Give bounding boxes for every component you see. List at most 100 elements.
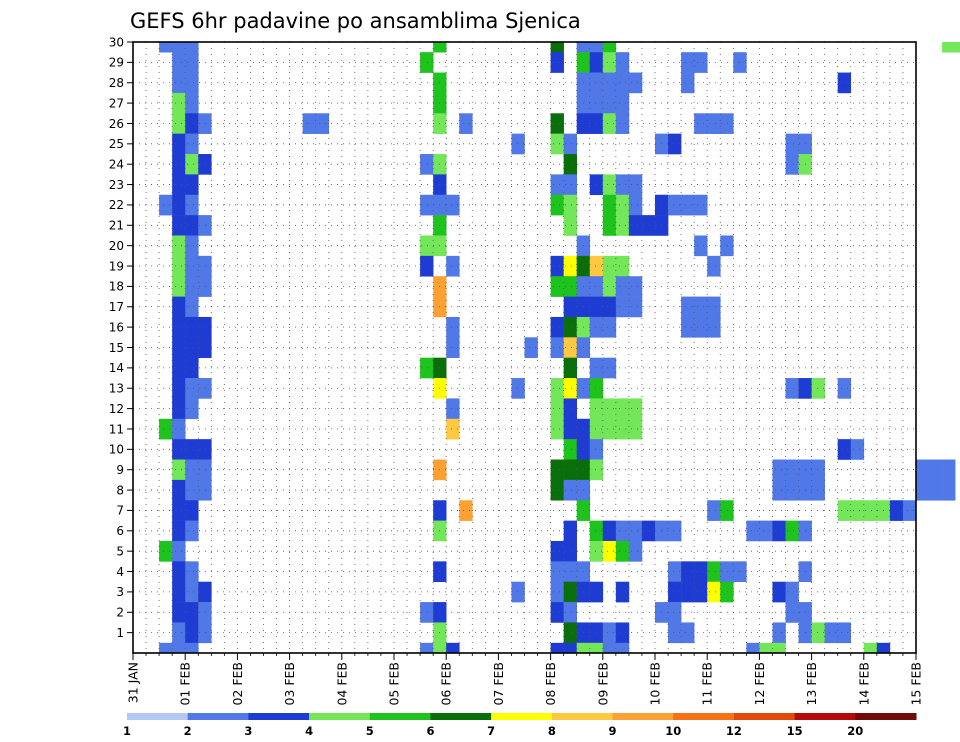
heatmap-cell: [159, 642, 173, 654]
heatmap-cell: [172, 561, 186, 583]
heatmap-cell: [602, 194, 617, 216]
y-tick-label: 2: [116, 606, 124, 620]
heatmap-cell: [198, 255, 212, 277]
heatmap-cell: [589, 174, 604, 196]
heatmap-cell: [563, 133, 577, 155]
heatmap-cell: [563, 561, 577, 583]
heatmap-cell: [576, 642, 591, 654]
heatmap-cell: [198, 276, 212, 297]
heatmap-cell: [550, 52, 564, 73]
heatmap-cell: [563, 194, 577, 216]
heatmap-cell: [563, 520, 577, 542]
heatmap-cell: [172, 235, 186, 257]
heatmap-cell: [589, 378, 604, 399]
heatmap-cell: [172, 52, 186, 73]
y-axis: 1234567891011121314151617181920212223242…: [109, 35, 133, 640]
heatmap-cell: [811, 622, 825, 644]
y-tick-label: 30: [109, 35, 124, 49]
heatmap-cell: [420, 235, 434, 257]
heatmap-cell: [563, 418, 577, 440]
heatmap-cell: [759, 520, 773, 542]
heatmap-cell: [876, 642, 891, 654]
colorbar-label: 20: [847, 724, 863, 738]
heatmap-cell: [628, 194, 643, 216]
heatmap-cell: [589, 92, 604, 114]
heatmap-cell: [602, 540, 617, 562]
heatmap-cell: [185, 316, 199, 338]
heatmap-cell: [446, 194, 460, 216]
heatmap-cell: [615, 52, 630, 73]
colorbar-swatch: [855, 713, 917, 720]
y-tick-label: 7: [116, 504, 124, 518]
heatmap-cell: [198, 215, 212, 236]
colorbar-label: 10: [665, 724, 681, 738]
heatmap-cell: [185, 194, 199, 216]
y-tick-label: 10: [109, 443, 124, 457]
heatmap-cell: [185, 439, 199, 460]
y-tick-label: 1: [116, 626, 124, 640]
heatmap-cell: [511, 133, 525, 155]
heatmap-cell: [668, 133, 682, 155]
heatmap-cell: [837, 500, 852, 521]
heatmap-cell: [615, 520, 630, 542]
heatmap-cell: [720, 113, 734, 134]
colorbar-swatch: [430, 713, 492, 720]
heatmap-cell: [681, 52, 695, 73]
x-tick-label: 02 FEB: [230, 662, 245, 706]
heatmap-cell: [615, 174, 630, 196]
heatmap-cell: [694, 581, 708, 603]
heatmap-cell: [185, 378, 199, 399]
heatmap-cell: [694, 194, 708, 216]
x-tick-label: 15 FEB: [909, 662, 924, 706]
y-tick-label: 8: [116, 483, 124, 497]
heatmap-cell: [172, 418, 186, 440]
heatmap-cell: [746, 642, 760, 654]
heatmap-cell: [185, 479, 199, 501]
heatmap-cell: [668, 561, 682, 583]
heatmap-cell: [668, 622, 682, 644]
heatmap-cell: [185, 622, 199, 644]
heatmap-cell: [172, 459, 186, 481]
heatmap-cell: [602, 418, 617, 440]
heatmap-cell: [602, 296, 617, 318]
heatmap-cell: [628, 72, 643, 94]
heatmap-cell: [185, 52, 199, 73]
heatmap-cell: [785, 520, 799, 542]
y-tick-label: 4: [116, 565, 124, 579]
x-tick-label: 04 FEB: [334, 662, 349, 706]
y-tick-label: 20: [109, 239, 124, 253]
heatmap-cell: [185, 154, 199, 175]
heatmap-cell: [602, 174, 617, 196]
heatmap-cell: [602, 42, 617, 53]
heatmap-cell: [720, 235, 734, 257]
heatmap-cell: [420, 255, 434, 277]
heatmap-cell: [185, 459, 199, 481]
heatmap-cell: [563, 642, 577, 654]
heatmap-cell: [550, 398, 564, 420]
heatmap-cell: [942, 42, 956, 53]
y-tick-label: 27: [109, 96, 124, 110]
heatmap-cell: [446, 642, 460, 654]
heatmap-cell: [837, 622, 852, 644]
heatmap-cell: [550, 133, 564, 155]
heatmap-cell: [563, 378, 577, 399]
heatmap-cell: [707, 255, 721, 277]
heatmap-cell: [446, 418, 460, 440]
heatmap-cell: [172, 194, 186, 216]
heatmap-cell: [172, 378, 186, 399]
heatmap-cell: [589, 42, 604, 53]
heatmap-cell: [198, 459, 212, 481]
y-tick-label: 17: [109, 300, 124, 314]
heatmap-cell: [602, 642, 617, 654]
colorbar-label: 6: [426, 724, 434, 738]
heatmap-cell: [785, 581, 799, 603]
heatmap-cell: [563, 296, 577, 318]
heatmap-cell: [772, 642, 786, 654]
heatmap-cell: [563, 174, 577, 196]
heatmap-cell: [707, 500, 721, 521]
heatmap-cell: [889, 500, 904, 521]
heatmap-cell: [589, 459, 604, 481]
heatmap-cell: [459, 500, 473, 521]
heatmap-cell: [198, 439, 212, 460]
heatmap-cell: [837, 439, 852, 460]
